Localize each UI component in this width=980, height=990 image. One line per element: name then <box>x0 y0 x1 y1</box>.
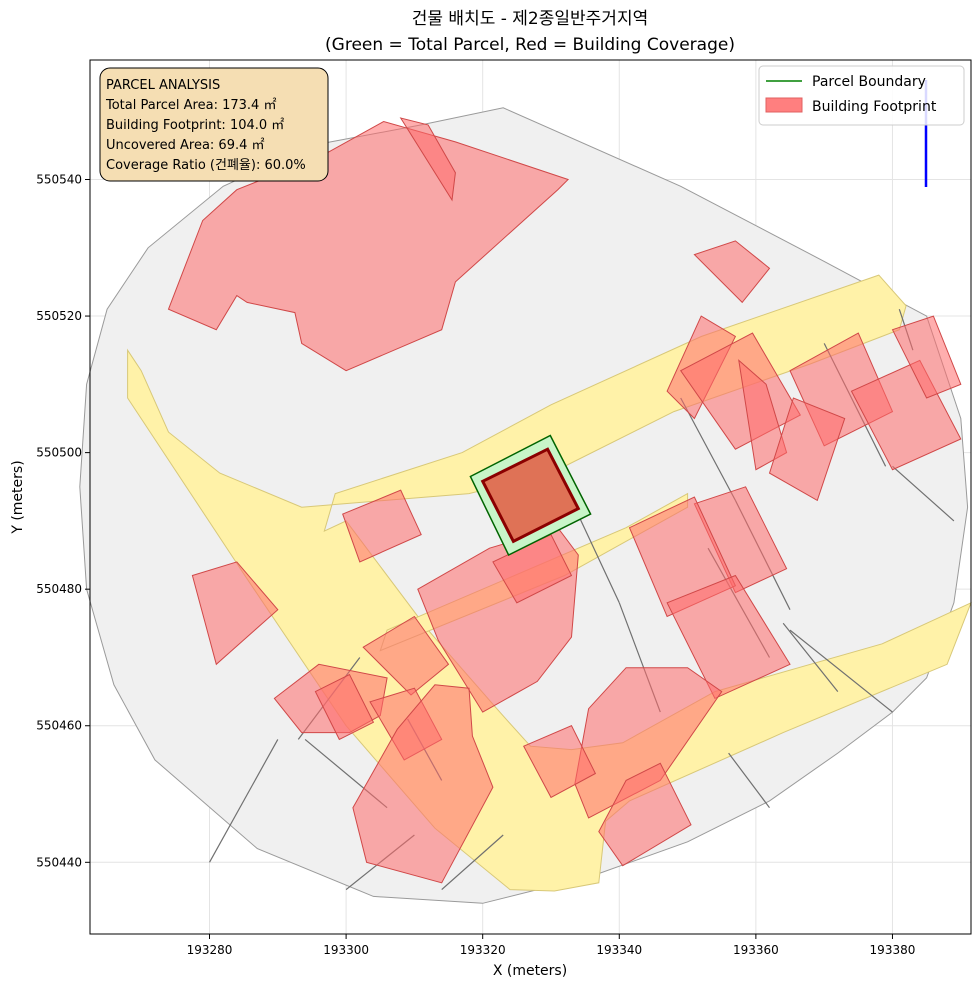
chart-subtitle: (Green = Total Parcel, Red = Building Co… <box>325 35 735 55</box>
parcel-line-0 <box>208 739 279 863</box>
parcel-line-8 <box>680 397 736 501</box>
x-axis: 193280 193300 193320 193340 193360 193380 <box>187 934 916 957</box>
x-tick-label-5: 193380 <box>870 943 916 957</box>
parcel-line-5 <box>441 834 504 891</box>
building-22 <box>574 667 723 819</box>
target-parcel-group <box>469 434 592 557</box>
x-tick-label-2: 193320 <box>460 943 506 957</box>
info-line-2: Building Footprint: 104.0 ㎡ <box>106 118 284 133</box>
info-line-1: Total Parcel Area: 173.4 ㎡ <box>105 98 276 113</box>
plot-frame <box>89 59 972 935</box>
building-7 <box>768 397 846 502</box>
buildings <box>167 117 962 884</box>
y-tick-label-4: 550520 <box>36 309 82 323</box>
building-14 <box>191 561 279 666</box>
info-line-0: PARCEL ANALYSIS <box>106 78 220 93</box>
y-tick-label-3: 550500 <box>36 446 82 460</box>
x-tick-label-4: 193360 <box>733 943 779 957</box>
building-9 <box>891 315 962 399</box>
y-axis: 550440 550460 550480 550500 550520 550540 <box>36 172 90 869</box>
info-box: PARCEL ANALYSIS Total Parcel Area: 173.4… <box>99 67 329 182</box>
parcel-line-10 <box>782 622 839 692</box>
building-21 <box>352 684 494 884</box>
y-tick-label-5: 550540 <box>36 172 82 186</box>
y-axis-label: Y (meters) <box>10 460 26 534</box>
building-23 <box>523 725 597 799</box>
chart-title: 건물 배치도 - 제2종일반주거지역 <box>412 9 648 29</box>
building-20 <box>314 673 375 741</box>
y-tick-label-0: 550440 <box>36 855 82 869</box>
parcel-line-14 <box>789 629 893 713</box>
building-24 <box>598 762 692 867</box>
info-line-4: Coverage Ratio (건폐율): 60.0% <box>106 158 306 173</box>
info-line-3: Uncovered Area: 69.4 ㎡ <box>106 138 265 153</box>
legend-building-swatch <box>765 97 803 113</box>
parcel-line-13 <box>892 465 955 522</box>
y-tick-label-1: 550460 <box>36 719 82 733</box>
target-building <box>480 447 581 544</box>
legend-box <box>758 65 965 126</box>
legend-building-label: Building Footprint <box>812 99 937 115</box>
building-12 <box>666 574 791 700</box>
info-box-background <box>99 67 329 182</box>
x-tick-label-0: 193280 <box>187 943 233 957</box>
x-axis-label: X (meters) <box>493 963 567 979</box>
legend: Parcel Boundary Building Footprint <box>758 65 965 126</box>
legend-parcel-label: Parcel Boundary <box>812 74 926 90</box>
building-2 <box>693 240 771 304</box>
building-1 <box>399 117 456 202</box>
y-tick-label-2: 550480 <box>36 582 82 596</box>
building-13 <box>342 489 422 563</box>
x-tick-label-3: 193340 <box>596 943 642 957</box>
parcel-line-15 <box>728 752 770 809</box>
x-tick-label-1: 193300 <box>323 943 369 957</box>
building-17 <box>362 615 450 696</box>
